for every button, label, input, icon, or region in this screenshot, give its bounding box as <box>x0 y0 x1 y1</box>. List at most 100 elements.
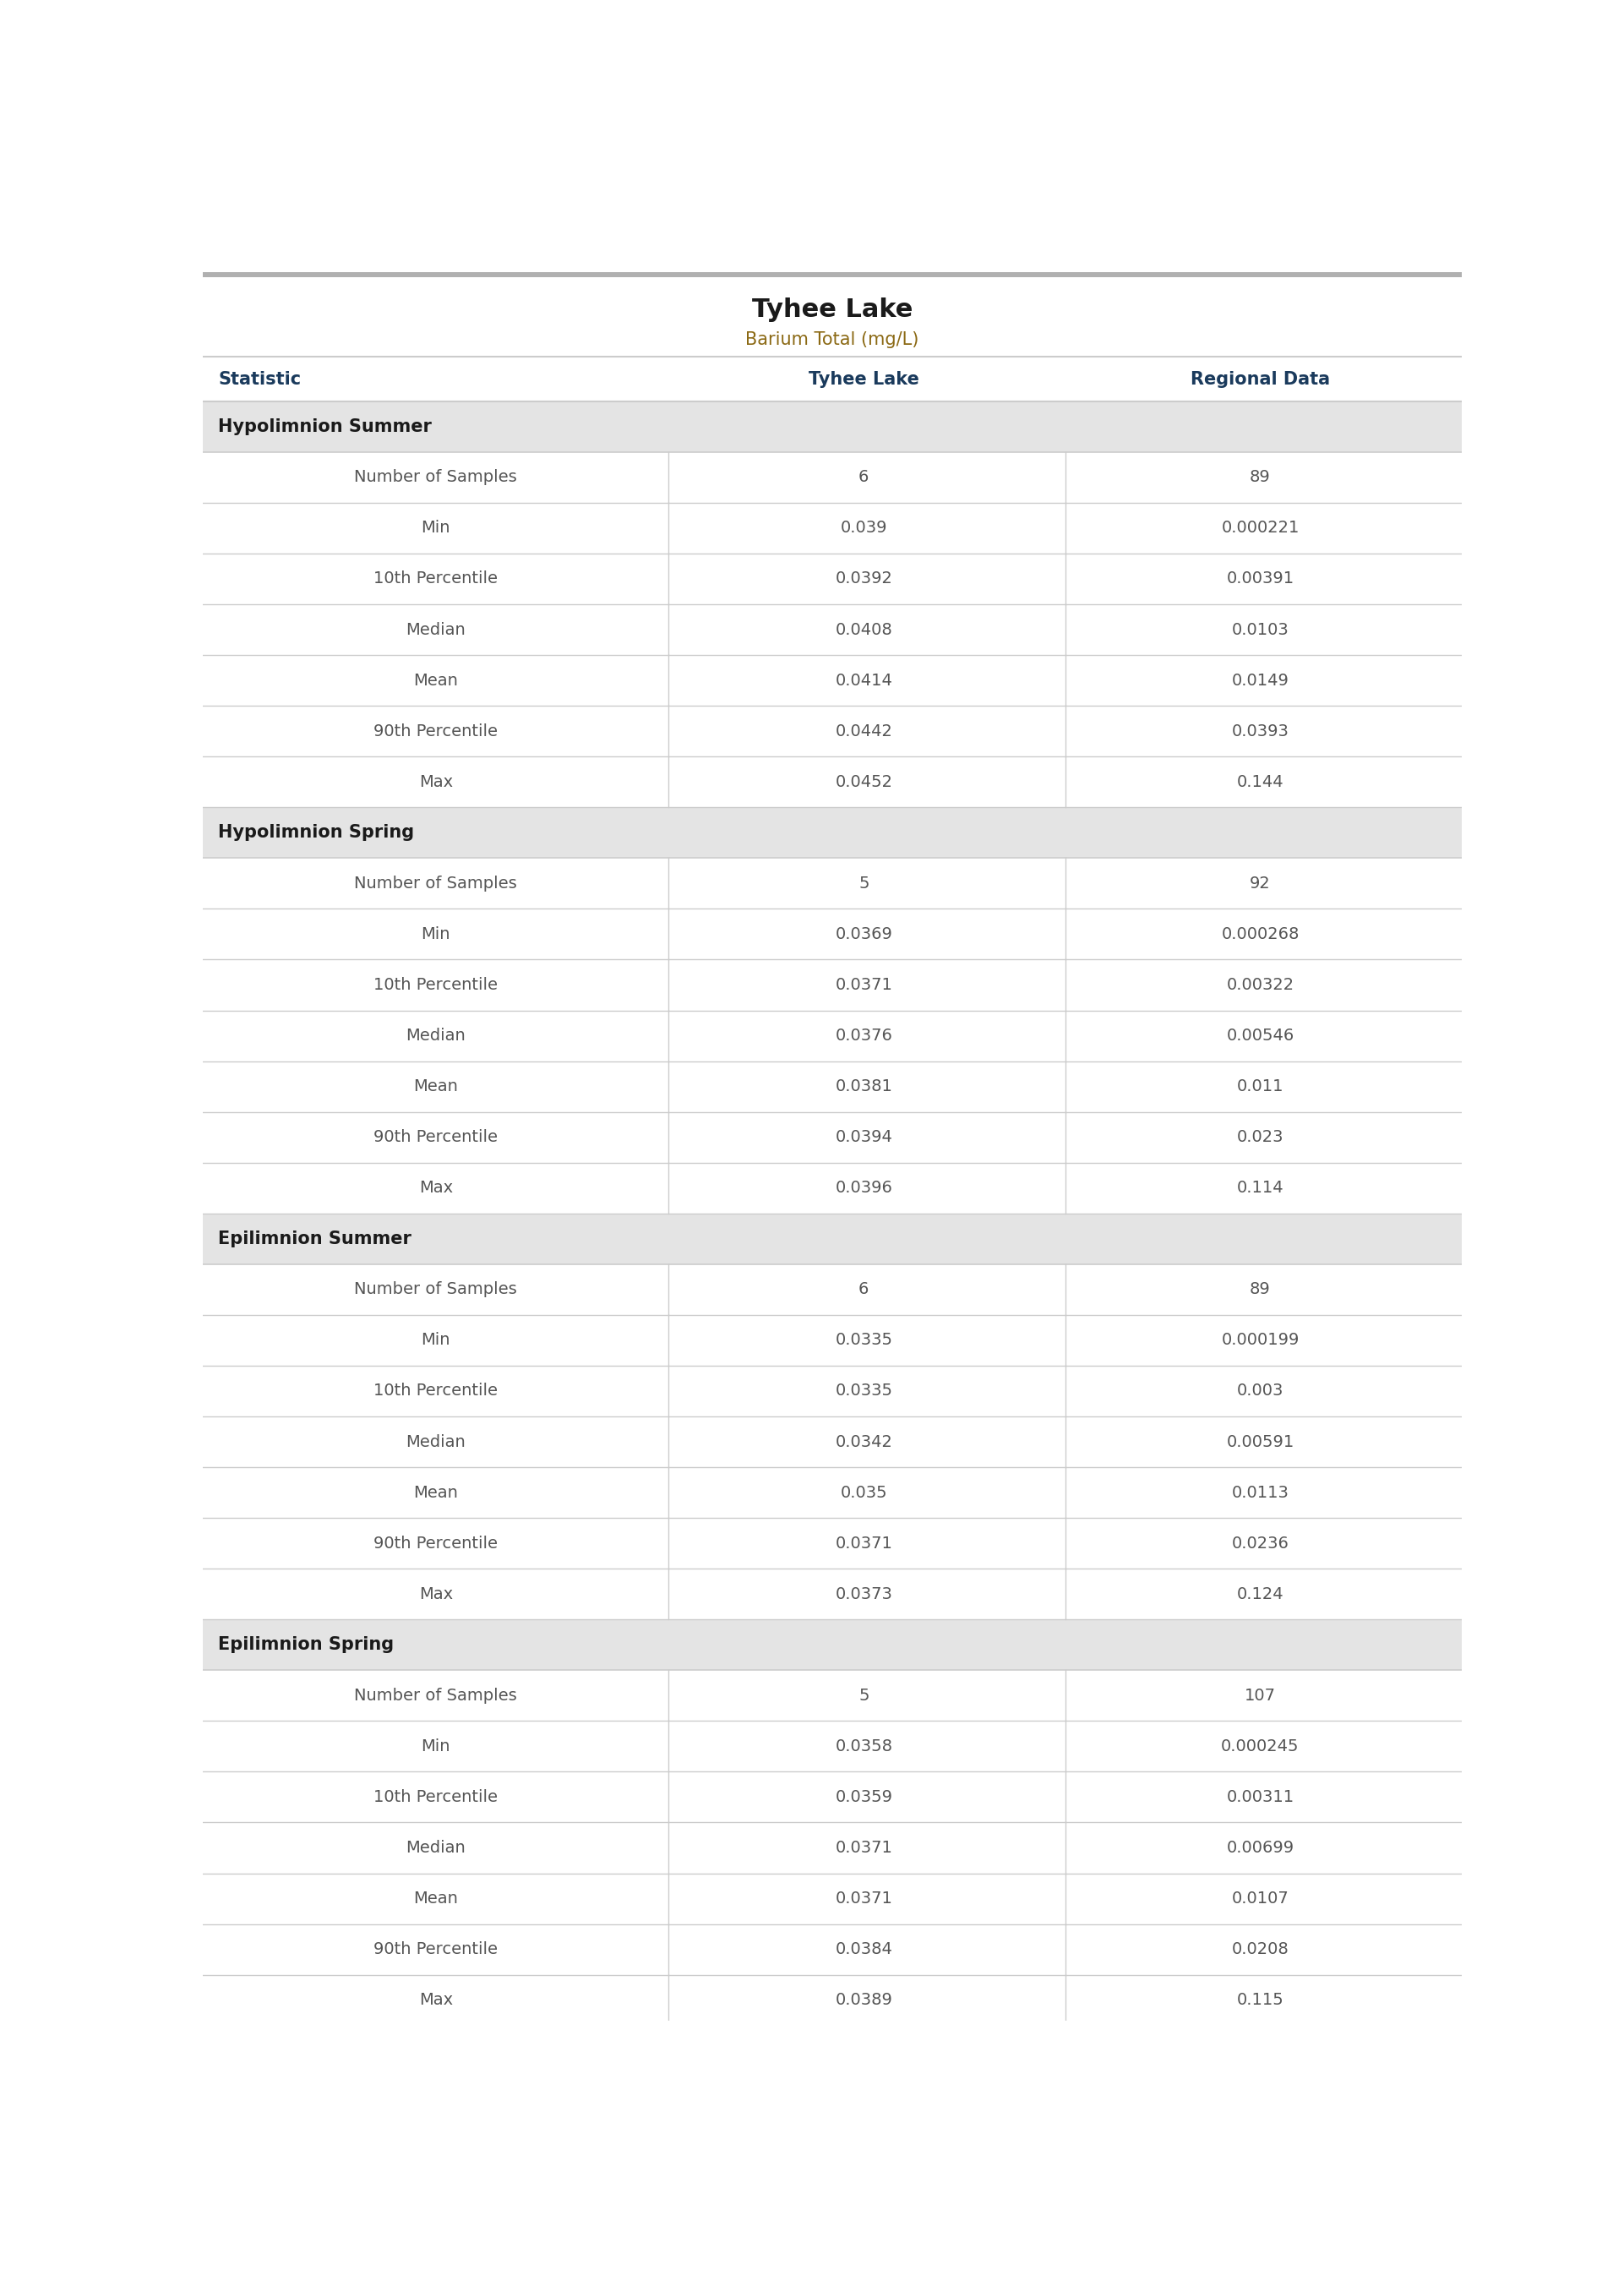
Text: Max: Max <box>419 1180 453 1196</box>
Text: 0.0389: 0.0389 <box>835 1993 893 2009</box>
FancyBboxPatch shape <box>203 1214 1462 1264</box>
Text: 0.00591: 0.00591 <box>1226 1435 1294 1451</box>
Text: 0.0394: 0.0394 <box>835 1128 893 1146</box>
Text: 10th Percentile: 10th Percentile <box>374 1789 499 1805</box>
FancyBboxPatch shape <box>203 1721 1462 1771</box>
Text: Median: Median <box>406 1435 466 1451</box>
Text: 5: 5 <box>859 876 869 892</box>
Text: 92: 92 <box>1250 876 1270 892</box>
Text: Number of Samples: Number of Samples <box>354 1687 518 1702</box>
Text: 0.023: 0.023 <box>1237 1128 1283 1146</box>
FancyBboxPatch shape <box>203 1671 1462 1721</box>
Text: 90th Percentile: 90th Percentile <box>374 724 499 740</box>
Text: Median: Median <box>406 622 466 638</box>
Text: Mean: Mean <box>414 672 458 688</box>
Text: 0.0384: 0.0384 <box>835 1941 893 1957</box>
FancyBboxPatch shape <box>203 656 1462 706</box>
Text: 0.0371: 0.0371 <box>835 1535 893 1550</box>
FancyBboxPatch shape <box>203 960 1462 1010</box>
Text: 0.0371: 0.0371 <box>835 976 893 992</box>
Text: 0.124: 0.124 <box>1237 1587 1283 1603</box>
Text: Min: Min <box>421 1739 450 1755</box>
Text: 0.0335: 0.0335 <box>835 1382 893 1398</box>
Text: Epilimnion Spring: Epilimnion Spring <box>218 1637 395 1653</box>
FancyBboxPatch shape <box>203 1619 1462 1671</box>
Text: 0.0208: 0.0208 <box>1231 1941 1289 1957</box>
Text: Max: Max <box>419 1993 453 2009</box>
Text: 10th Percentile: 10th Percentile <box>374 1382 499 1398</box>
FancyBboxPatch shape <box>203 1873 1462 1925</box>
FancyBboxPatch shape <box>203 706 1462 756</box>
Text: 90th Percentile: 90th Percentile <box>374 1941 499 1957</box>
Text: Min: Min <box>421 520 450 536</box>
FancyBboxPatch shape <box>203 1466 1462 1519</box>
FancyBboxPatch shape <box>203 502 1462 554</box>
Text: Regional Data: Regional Data <box>1190 370 1330 388</box>
Text: 0.0342: 0.0342 <box>835 1435 893 1451</box>
FancyBboxPatch shape <box>203 858 1462 908</box>
FancyBboxPatch shape <box>203 1112 1462 1162</box>
Text: 0.0442: 0.0442 <box>835 724 893 740</box>
Text: 5: 5 <box>859 1687 869 1702</box>
Text: 0.0376: 0.0376 <box>835 1028 893 1044</box>
Text: 10th Percentile: 10th Percentile <box>374 570 499 588</box>
Text: Epilimnion Summer: Epilimnion Summer <box>218 1230 411 1246</box>
FancyBboxPatch shape <box>203 908 1462 960</box>
Text: 6: 6 <box>859 1283 869 1298</box>
Text: 0.0396: 0.0396 <box>835 1180 893 1196</box>
FancyBboxPatch shape <box>203 1314 1462 1367</box>
FancyBboxPatch shape <box>203 1771 1462 1823</box>
Text: 0.0335: 0.0335 <box>835 1332 893 1348</box>
Text: 0.000245: 0.000245 <box>1221 1739 1299 1755</box>
Text: 0.000268: 0.000268 <box>1221 926 1299 942</box>
FancyBboxPatch shape <box>203 272 1462 277</box>
Text: 0.035: 0.035 <box>840 1485 887 1500</box>
FancyBboxPatch shape <box>203 1367 1462 1416</box>
FancyBboxPatch shape <box>203 1975 1462 2025</box>
FancyBboxPatch shape <box>203 1823 1462 1873</box>
Text: 0.00546: 0.00546 <box>1226 1028 1294 1044</box>
FancyBboxPatch shape <box>203 1264 1462 1314</box>
FancyBboxPatch shape <box>203 452 1462 502</box>
Text: Mean: Mean <box>414 1078 458 1094</box>
Text: 0.0393: 0.0393 <box>1231 724 1289 740</box>
Text: 0.0236: 0.0236 <box>1231 1535 1289 1550</box>
Text: Tyhee Lake: Tyhee Lake <box>809 370 919 388</box>
Text: 89: 89 <box>1250 1283 1270 1298</box>
Text: Barium Total (mg/L): Barium Total (mg/L) <box>745 331 919 347</box>
Text: 0.0452: 0.0452 <box>835 774 893 790</box>
FancyBboxPatch shape <box>203 808 1462 858</box>
Text: Number of Samples: Number of Samples <box>354 470 518 486</box>
Text: 10th Percentile: 10th Percentile <box>374 976 499 992</box>
Text: 0.0359: 0.0359 <box>835 1789 893 1805</box>
Text: 107: 107 <box>1244 1687 1276 1702</box>
Text: 90th Percentile: 90th Percentile <box>374 1128 499 1146</box>
Text: 0.00391: 0.00391 <box>1226 570 1294 588</box>
Text: Min: Min <box>421 926 450 942</box>
Text: 0.000221: 0.000221 <box>1221 520 1299 536</box>
Text: 0.00699: 0.00699 <box>1226 1839 1294 1857</box>
Text: 0.00311: 0.00311 <box>1226 1789 1294 1805</box>
Text: Mean: Mean <box>414 1891 458 1907</box>
FancyBboxPatch shape <box>203 1925 1462 1975</box>
Text: Min: Min <box>421 1332 450 1348</box>
Text: 0.114: 0.114 <box>1237 1180 1283 1196</box>
Text: Tyhee Lake: Tyhee Lake <box>752 297 913 322</box>
Text: Hypolimnion Summer: Hypolimnion Summer <box>218 418 432 436</box>
Text: 0.0414: 0.0414 <box>835 672 893 688</box>
Text: Mean: Mean <box>414 1485 458 1500</box>
Text: Median: Median <box>406 1839 466 1857</box>
Text: Max: Max <box>419 774 453 790</box>
Text: Hypolimnion Spring: Hypolimnion Spring <box>218 824 414 842</box>
Text: 0.003: 0.003 <box>1237 1382 1283 1398</box>
Text: 0.0103: 0.0103 <box>1231 622 1289 638</box>
Text: 0.144: 0.144 <box>1237 774 1283 790</box>
Text: 0.0381: 0.0381 <box>835 1078 893 1094</box>
FancyBboxPatch shape <box>203 1010 1462 1060</box>
FancyBboxPatch shape <box>203 1060 1462 1112</box>
FancyBboxPatch shape <box>203 1569 1462 1619</box>
Text: 0.0392: 0.0392 <box>835 570 893 588</box>
Text: 89: 89 <box>1250 470 1270 486</box>
FancyBboxPatch shape <box>203 1416 1462 1466</box>
Text: 90th Percentile: 90th Percentile <box>374 1535 499 1550</box>
